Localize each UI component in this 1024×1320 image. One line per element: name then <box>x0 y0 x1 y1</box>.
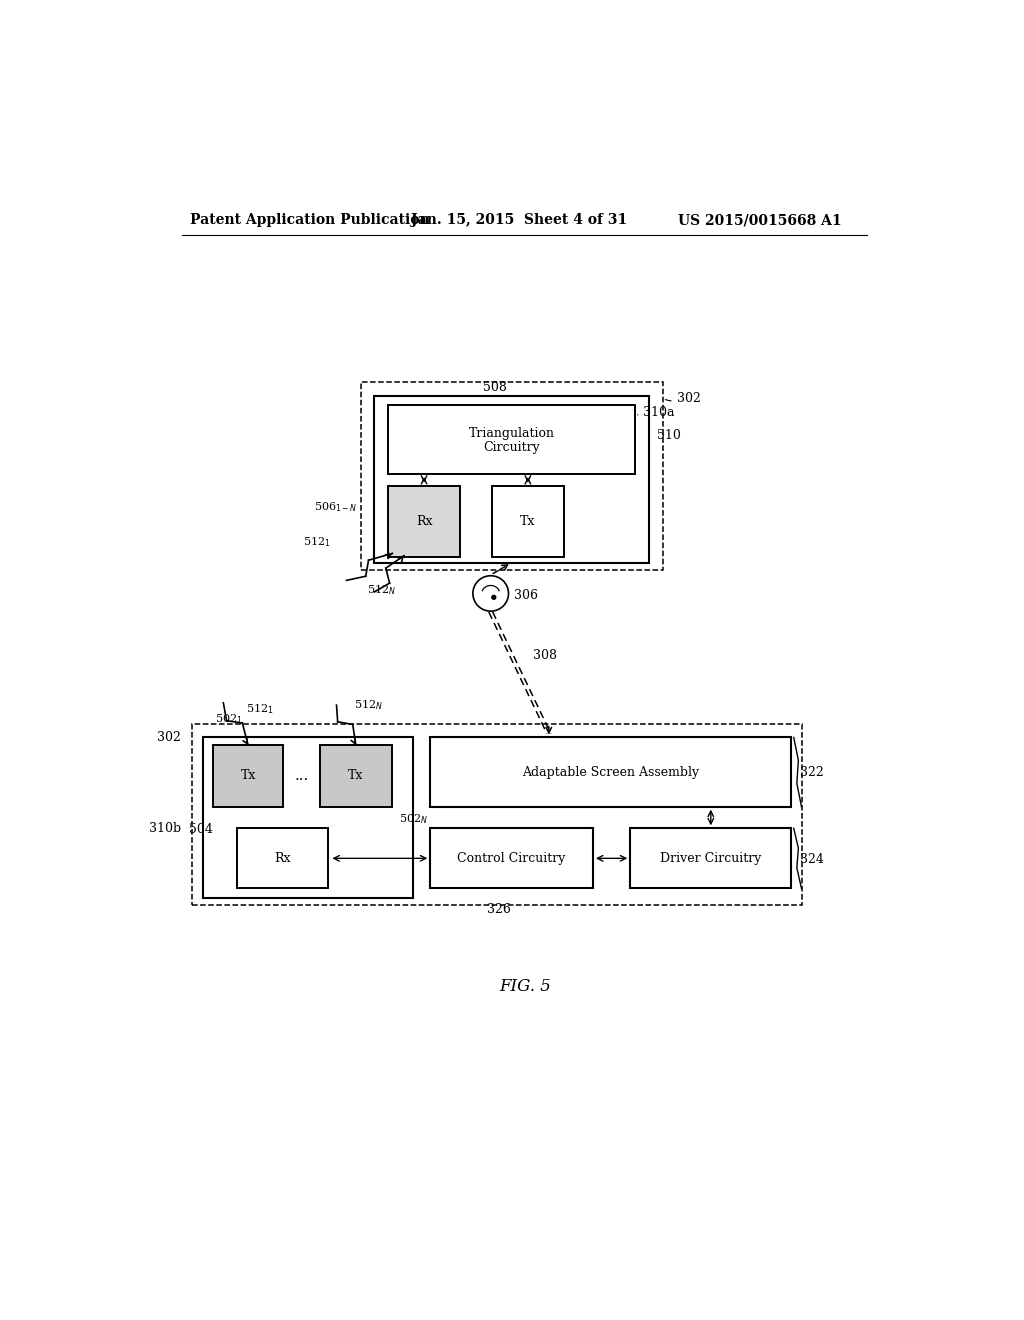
Bar <box>360 381 663 570</box>
Text: 512$_N$: 512$_N$ <box>367 582 395 597</box>
Text: Jan. 15, 2015  Sheet 4 of 31: Jan. 15, 2015 Sheet 4 of 31 <box>411 213 627 227</box>
Text: Rx: Rx <box>274 851 291 865</box>
Text: Tx: Tx <box>241 770 256 783</box>
Text: Driver Circuitry: Driver Circuitry <box>660 851 762 865</box>
Text: 322: 322 <box>800 767 823 779</box>
Text: 302: 302 <box>157 731 180 744</box>
Text: 512$_1$: 512$_1$ <box>246 702 273 715</box>
Text: Adaptable Screen Assembly: Adaptable Screen Assembly <box>522 766 699 779</box>
Text: 310b: 310b <box>148 822 180 834</box>
Text: Control Circuitry: Control Circuitry <box>458 851 566 865</box>
Text: 512$_1$: 512$_1$ <box>303 535 331 549</box>
Text: 310a: 310a <box>638 407 675 418</box>
Text: 508: 508 <box>482 381 507 395</box>
Bar <box>388 405 635 474</box>
Bar <box>191 725 802 906</box>
Text: 512$_N$: 512$_N$ <box>354 698 383 711</box>
Bar <box>203 738 414 898</box>
Text: 306: 306 <box>514 589 538 602</box>
Text: Circuitry: Circuitry <box>483 441 540 454</box>
Bar <box>213 744 283 807</box>
Text: Rx: Rx <box>416 515 432 528</box>
Text: 502$_1$: 502$_1$ <box>215 711 243 726</box>
Bar <box>388 486 460 557</box>
Text: US 2015/0015668 A1: US 2015/0015668 A1 <box>678 213 842 227</box>
Text: 326: 326 <box>486 903 510 916</box>
Text: 506$_{1-N}$: 506$_{1-N}$ <box>314 500 357 513</box>
Text: 510: 510 <box>657 429 681 442</box>
Text: 502$_N$: 502$_N$ <box>399 812 428 826</box>
Text: FIG. 5: FIG. 5 <box>499 978 551 995</box>
Text: 302: 302 <box>666 392 700 405</box>
Text: 308: 308 <box>532 648 557 661</box>
Text: Tx: Tx <box>520 515 536 528</box>
Text: Patent Application Publication: Patent Application Publication <box>190 213 430 227</box>
Text: 504: 504 <box>189 824 213 837</box>
Bar <box>237 829 328 888</box>
Text: 324: 324 <box>800 853 823 866</box>
Bar <box>321 744 391 807</box>
Text: Tx: Tx <box>348 770 364 783</box>
Text: Triangulation: Triangulation <box>469 426 555 440</box>
Bar <box>430 738 792 807</box>
Bar <box>375 396 649 562</box>
Bar <box>630 829 792 888</box>
Circle shape <box>492 595 496 599</box>
Bar <box>430 829 593 888</box>
Bar <box>493 486 563 557</box>
Text: ...: ... <box>295 770 308 783</box>
